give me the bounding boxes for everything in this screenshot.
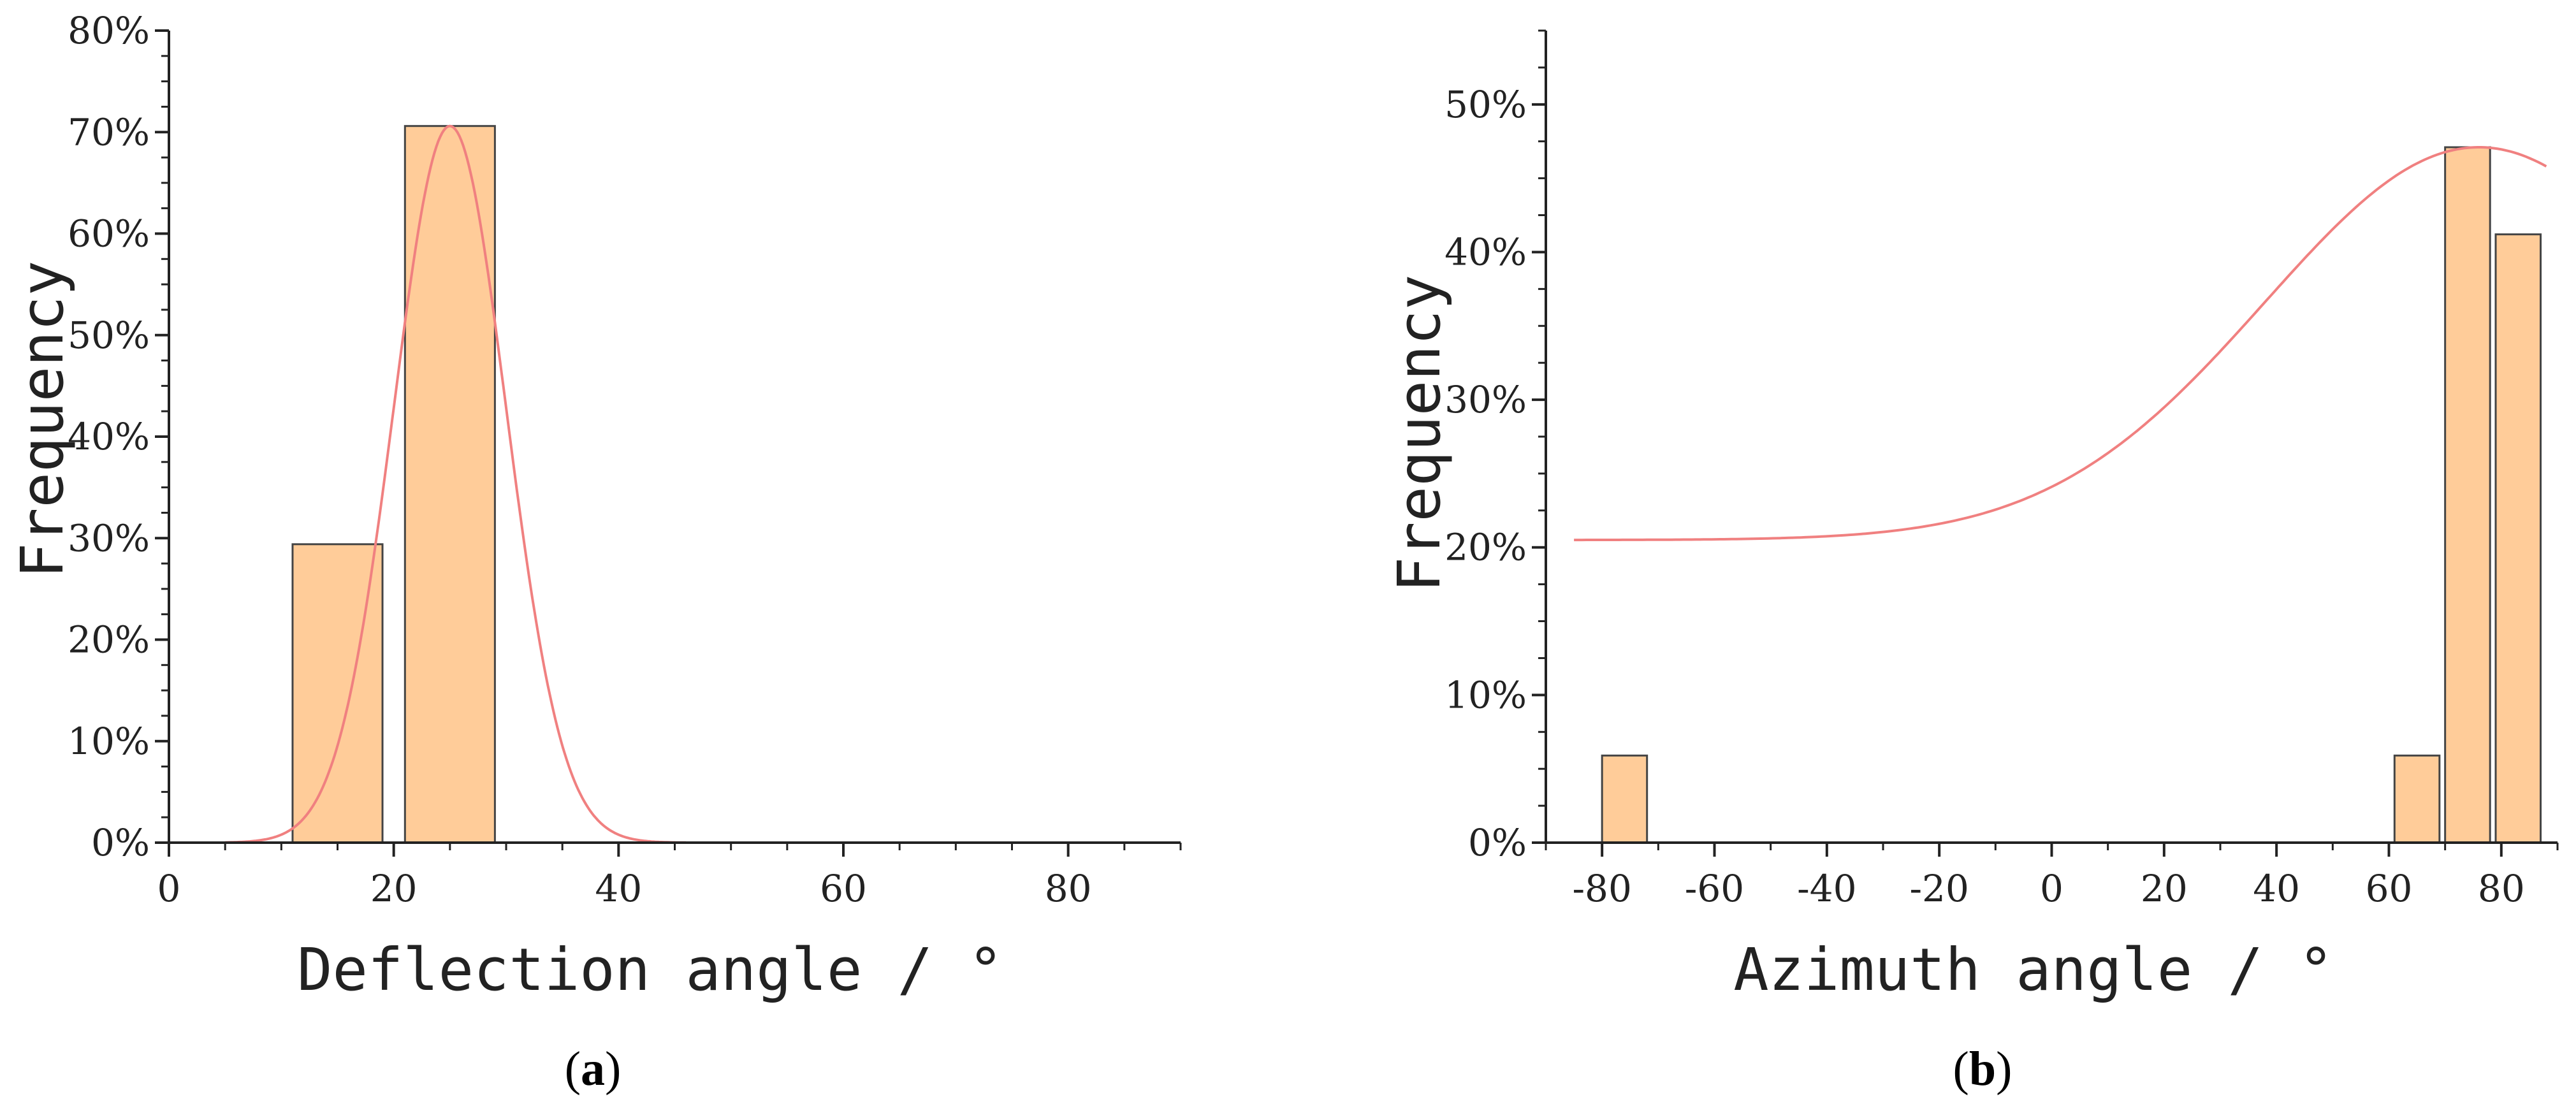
y-tick-label-a-2: 20% bbox=[68, 618, 150, 662]
panel-label-b-letter: b bbox=[1969, 1042, 1996, 1096]
y-axis-title-a: Frequency bbox=[8, 261, 76, 579]
y-tick-label-a-6: 60% bbox=[68, 212, 150, 256]
chart-panel-b: 0% 10% 20% 30% 40% 50% -80 -60 -40 -20 0 20 40 60 80 A… bbox=[1385, 29, 2559, 1096]
x-tick-label-b-3: -20 bbox=[1909, 867, 1968, 910]
panel-label-a-open: ( bbox=[565, 1042, 581, 1096]
bar-b-1 bbox=[2393, 754, 2441, 844]
fit-curve-line-b bbox=[1574, 146, 2547, 542]
x-tick-label-b-2: -40 bbox=[1797, 867, 1856, 910]
bar-b-2 bbox=[2444, 146, 2491, 844]
x-axis-title-a: Deflection angle / ° bbox=[297, 936, 1003, 1004]
y-tick-label-a-7: 70% bbox=[68, 110, 150, 154]
y-tick-label-a-0: 0% bbox=[91, 821, 150, 864]
panel-label-b: (b) bbox=[1953, 1042, 2012, 1096]
y-tick-label-a-5: 50% bbox=[68, 314, 150, 357]
panel-label-a-close: ) bbox=[605, 1042, 621, 1096]
y-tick-label-b-0: 0% bbox=[1468, 821, 1527, 864]
x-axis-title-b: Azimuth angle / ° bbox=[1733, 936, 2334, 1004]
panel-label-a: (a) bbox=[565, 1042, 622, 1096]
x-tick-label-a-4: 80 bbox=[1045, 867, 1092, 910]
y-tick-label-b-5: 50% bbox=[1444, 83, 1527, 126]
y-tick-label-b-2: 20% bbox=[1444, 526, 1527, 569]
chart-panel-a: 0% 10% 20% 30% 40% 50% 60% 70% 80% 0 20 40 60 80 Defl… bbox=[8, 9, 1182, 1096]
x-tick-label-a-3: 60 bbox=[820, 867, 867, 910]
x-tick-label-a-1: 20 bbox=[370, 867, 418, 910]
x-tick-label-b-5: 20 bbox=[2141, 867, 2188, 910]
bar-b-3 bbox=[2494, 233, 2542, 844]
fit-curve-line-a bbox=[225, 124, 687, 844]
bar-a-1 bbox=[404, 125, 496, 844]
panel-label-b-close: ) bbox=[1996, 1042, 2012, 1096]
y-tick-label-b-3: 30% bbox=[1444, 378, 1527, 421]
fit-curve-a bbox=[225, 124, 687, 844]
x-tick-label-b-6: 40 bbox=[2253, 867, 2300, 910]
y-tick-label-b-1: 10% bbox=[1444, 673, 1527, 716]
y-tick-label-a-3: 30% bbox=[68, 516, 150, 560]
bars-b bbox=[1601, 146, 2542, 844]
x-tick-label-a-0: 0 bbox=[157, 867, 181, 910]
x-tick-label-b-7: 60 bbox=[2366, 867, 2413, 910]
x-tick-label-b-1: -60 bbox=[1685, 867, 1744, 910]
y-tick-label-a-1: 10% bbox=[68, 720, 150, 763]
y-tick-label-a-8: 80% bbox=[68, 9, 150, 52]
axes-b bbox=[1545, 31, 2558, 844]
fit-curve-b bbox=[1574, 146, 2547, 542]
y-tick-label-a-4: 40% bbox=[68, 415, 150, 458]
x-tick-label-b-4: 0 bbox=[2040, 867, 2063, 910]
x-tick-label-b-0: -80 bbox=[1572, 867, 1631, 910]
x-tick-label-a-2: 40 bbox=[595, 867, 642, 910]
ticks-b: 0% 10% 20% 30% 40% 50% -80 -60 -40 -20 0 20 40 60 80 bbox=[1444, 29, 2559, 910]
panel-label-b-open: ( bbox=[1953, 1042, 1969, 1096]
ticks-a: 0% 10% 20% 30% 40% 50% 60% 70% 80% 0 20 40 60 80 bbox=[68, 9, 1182, 910]
x-tick-label-b-8: 80 bbox=[2478, 867, 2525, 910]
panel-label-a-letter: a bbox=[581, 1042, 605, 1096]
y-tick-label-b-4: 40% bbox=[1444, 230, 1527, 273]
y-axis-title-b: Frequency bbox=[1385, 275, 1453, 593]
bars-a bbox=[291, 125, 496, 844]
bar-b-0 bbox=[1601, 754, 1648, 844]
